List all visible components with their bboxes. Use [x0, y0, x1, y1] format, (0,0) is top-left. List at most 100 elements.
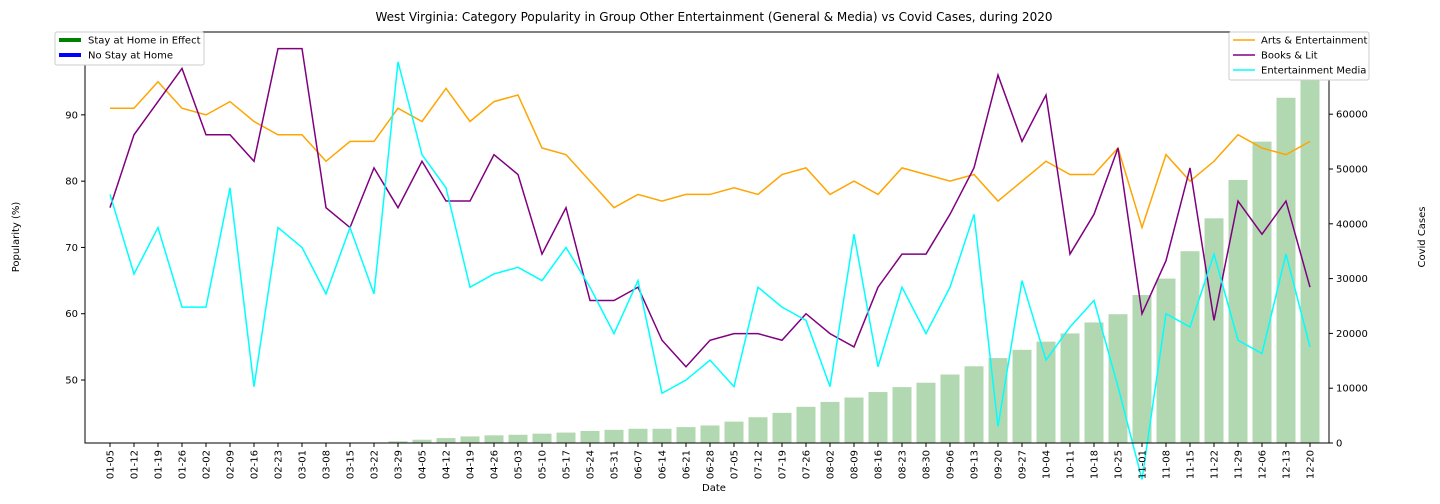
x-tick-label: 01-05	[106, 450, 117, 479]
covid-bar	[1276, 97, 1296, 443]
y2-tick-label: 40000	[1336, 219, 1368, 230]
series-line-entertainment-media	[109, 61, 1311, 480]
covid-bar	[1252, 141, 1272, 443]
covid-bars	[364, 48, 1320, 443]
covid-bar	[1228, 179, 1248, 443]
y-axis-label: Popularity (%)	[11, 202, 22, 273]
covid-bar	[436, 438, 456, 443]
x-tick-label: 10-11	[1066, 450, 1077, 479]
covid-bar	[1180, 251, 1200, 443]
covid-bar	[1204, 218, 1224, 443]
y2-tick-label: 10000	[1336, 384, 1368, 395]
x-axis-label: Date	[702, 483, 726, 494]
covid-bar	[868, 392, 888, 443]
x-tick-label: 08-09	[850, 450, 861, 479]
x-tick-label: 04-12	[442, 450, 453, 479]
legend-label: Books & Lit	[1261, 51, 1318, 62]
x-tick-label: 06-21	[682, 450, 693, 479]
x-tick-label: 02-23	[274, 450, 285, 479]
covid-bar	[796, 406, 816, 443]
plot-frame	[84, 31, 1330, 444]
y-tick-label: 90	[65, 110, 78, 121]
covid-bar	[964, 366, 984, 443]
x-tick-label: 11-15	[1186, 450, 1197, 479]
x-tick-label: 11-01	[1138, 450, 1149, 479]
y-tick-label: 50	[65, 376, 78, 387]
covid-bar	[1012, 349, 1032, 443]
legend-box	[54, 31, 205, 66]
x-tick-label: 03-08	[322, 450, 333, 479]
x-tick-label: 10-25	[1114, 450, 1125, 479]
x-tick-label: 05-03	[514, 450, 525, 479]
legend-stay-at-home: Stay at Home in Effect No Stay at Home	[54, 31, 205, 66]
x-tick-label: 05-24	[586, 450, 597, 479]
x-tick-label: 06-28	[706, 450, 717, 479]
x-tick-label: 03-29	[394, 450, 405, 479]
x-tick-label: 09-06	[946, 450, 957, 479]
covid-bar	[844, 397, 864, 443]
x-tick-label: 11-08	[1162, 450, 1173, 479]
y-tick-label: 60	[65, 309, 78, 320]
y2-axis-label: Covid Cases	[1417, 206, 1428, 267]
legend-label: Arts & Entertainment	[1261, 36, 1367, 47]
covid-bar	[700, 425, 720, 443]
x-tick-label: 12-20	[1306, 450, 1317, 479]
y2-tick-label: 20000	[1336, 329, 1368, 340]
x-tick-label: 09-27	[1018, 450, 1029, 479]
covid-bar	[412, 439, 432, 443]
x-tick-label: 11-22	[1210, 450, 1221, 479]
x-tick-label: 06-14	[658, 450, 669, 479]
x-tick-label: 05-17	[562, 450, 573, 479]
popularity-lines	[109, 47, 1311, 480]
x-tick-label: 07-19	[778, 450, 789, 479]
x-tick-label: 12-06	[1258, 450, 1269, 479]
x-tick-label: 07-26	[802, 450, 813, 479]
x-tick-label: 01-26	[178, 450, 189, 479]
covid-bar	[580, 430, 600, 443]
x-tick-label: 02-09	[226, 450, 237, 479]
covid-bar	[508, 434, 528, 443]
y2-tick-label: 50000	[1336, 165, 1368, 176]
legend-label: No Stay at Home	[88, 51, 173, 62]
x-axis: 01-05 01-12 01-19 01-26 02-02 02-09 02-16 02-23…	[106, 443, 1317, 479]
legend-box	[1228, 31, 1370, 81]
chart-title: West Virginia: Category Popularity in Gr…	[376, 10, 1053, 24]
x-tick-label: 07-12	[754, 450, 765, 479]
legend-categories: Arts & Entertainment Books & Lit Entertain…	[1228, 31, 1370, 81]
y-tick-label: 80	[65, 177, 78, 188]
x-tick-label: 01-19	[154, 450, 165, 479]
x-tick-label: 02-02	[202, 450, 213, 479]
x-tick-label: 03-15	[346, 450, 357, 479]
covid-bar	[484, 435, 504, 443]
covid-bar	[748, 417, 768, 443]
legend-label: Entertainment Media	[1261, 66, 1366, 77]
covid-bar	[676, 427, 696, 443]
x-tick-label: 04-26	[490, 450, 501, 479]
covid-bar	[724, 421, 744, 443]
covid-bar	[460, 436, 480, 443]
x-tick-label: 08-30	[922, 450, 933, 479]
covid-bar	[1036, 341, 1056, 443]
series-line-books-lit	[109, 47, 1311, 368]
covid-bar	[532, 433, 552, 443]
x-tick-label: 12-13	[1282, 450, 1293, 479]
covid-bar	[1060, 333, 1080, 443]
series-line-arts-entertainment	[110, 80, 1311, 231]
covid-bar	[1084, 322, 1104, 443]
x-tick-label: 11-29	[1234, 450, 1245, 479]
x-tick-label: 10-04	[1042, 450, 1053, 479]
covid-bar	[652, 428, 672, 443]
legend-label: Stay at Home in Effect	[88, 36, 201, 47]
covid-bar	[388, 441, 408, 443]
covid-bar	[820, 401, 840, 443]
y2-tick-label: 0	[1336, 439, 1342, 450]
x-tick-label: 06-07	[634, 450, 645, 479]
covid-bar	[1300, 48, 1320, 443]
x-tick-label: 10-18	[1090, 450, 1101, 479]
covid-bar	[772, 412, 792, 443]
x-tick-label: 03-22	[370, 450, 381, 479]
y-tick-label: 70	[65, 243, 78, 254]
x-tick-label: 08-02	[826, 450, 837, 479]
covid-bar	[1132, 295, 1152, 443]
